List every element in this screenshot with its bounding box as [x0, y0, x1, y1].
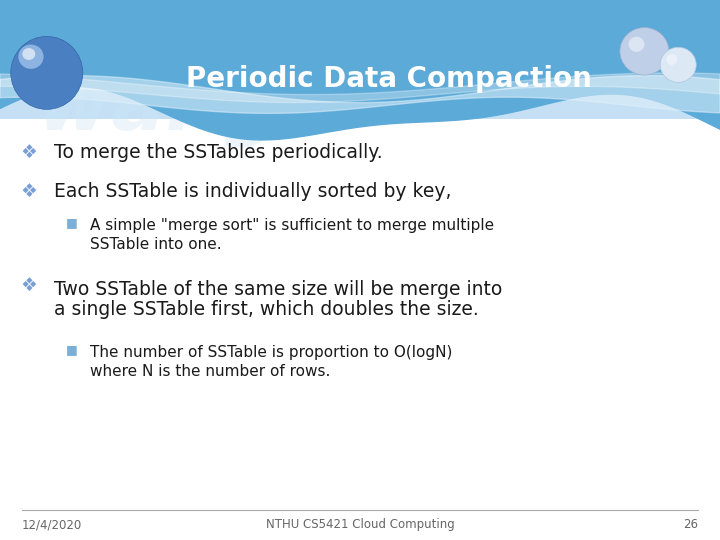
- Text: where N is the number of rows.: where N is the number of rows.: [90, 364, 330, 379]
- Text: wang: wang: [37, 69, 280, 147]
- Ellipse shape: [620, 28, 669, 75]
- Text: ❖: ❖: [20, 143, 37, 162]
- Text: 26: 26: [683, 518, 698, 531]
- Text: The number of SSTable is proportion to O(logN): The number of SSTable is proportion to O…: [90, 345, 452, 360]
- Ellipse shape: [11, 36, 83, 109]
- Text: ❖: ❖: [20, 276, 37, 295]
- Ellipse shape: [19, 45, 44, 69]
- Text: Periodic Data Compaction: Periodic Data Compaction: [186, 65, 592, 93]
- Text: A simple "merge sort" is sufficient to merge multiple: A simple "merge sort" is sufficient to m…: [90, 218, 494, 233]
- Text: NTHU CS5421 Cloud Computing: NTHU CS5421 Cloud Computing: [266, 518, 454, 531]
- Bar: [0, 0, 720, 119]
- Text: ❖: ❖: [20, 181, 37, 201]
- Text: ■: ■: [66, 216, 78, 229]
- Text: 12/4/2020: 12/4/2020: [22, 518, 82, 531]
- Text: a single SSTable first, which doubles the size.: a single SSTable first, which doubles th…: [54, 300, 479, 319]
- Text: SSTable into one.: SSTable into one.: [90, 237, 222, 252]
- Ellipse shape: [667, 54, 677, 65]
- Text: Each SSTable is individually sorted by key,: Each SSTable is individually sorted by k…: [54, 181, 451, 201]
- Text: Two SSTable of the same size will be merge into: Two SSTable of the same size will be mer…: [54, 280, 503, 300]
- Ellipse shape: [660, 47, 696, 82]
- Ellipse shape: [22, 48, 35, 60]
- Ellipse shape: [629, 37, 644, 52]
- Text: ■: ■: [66, 343, 78, 356]
- Text: To merge the SSTables periodically.: To merge the SSTables periodically.: [54, 143, 382, 162]
